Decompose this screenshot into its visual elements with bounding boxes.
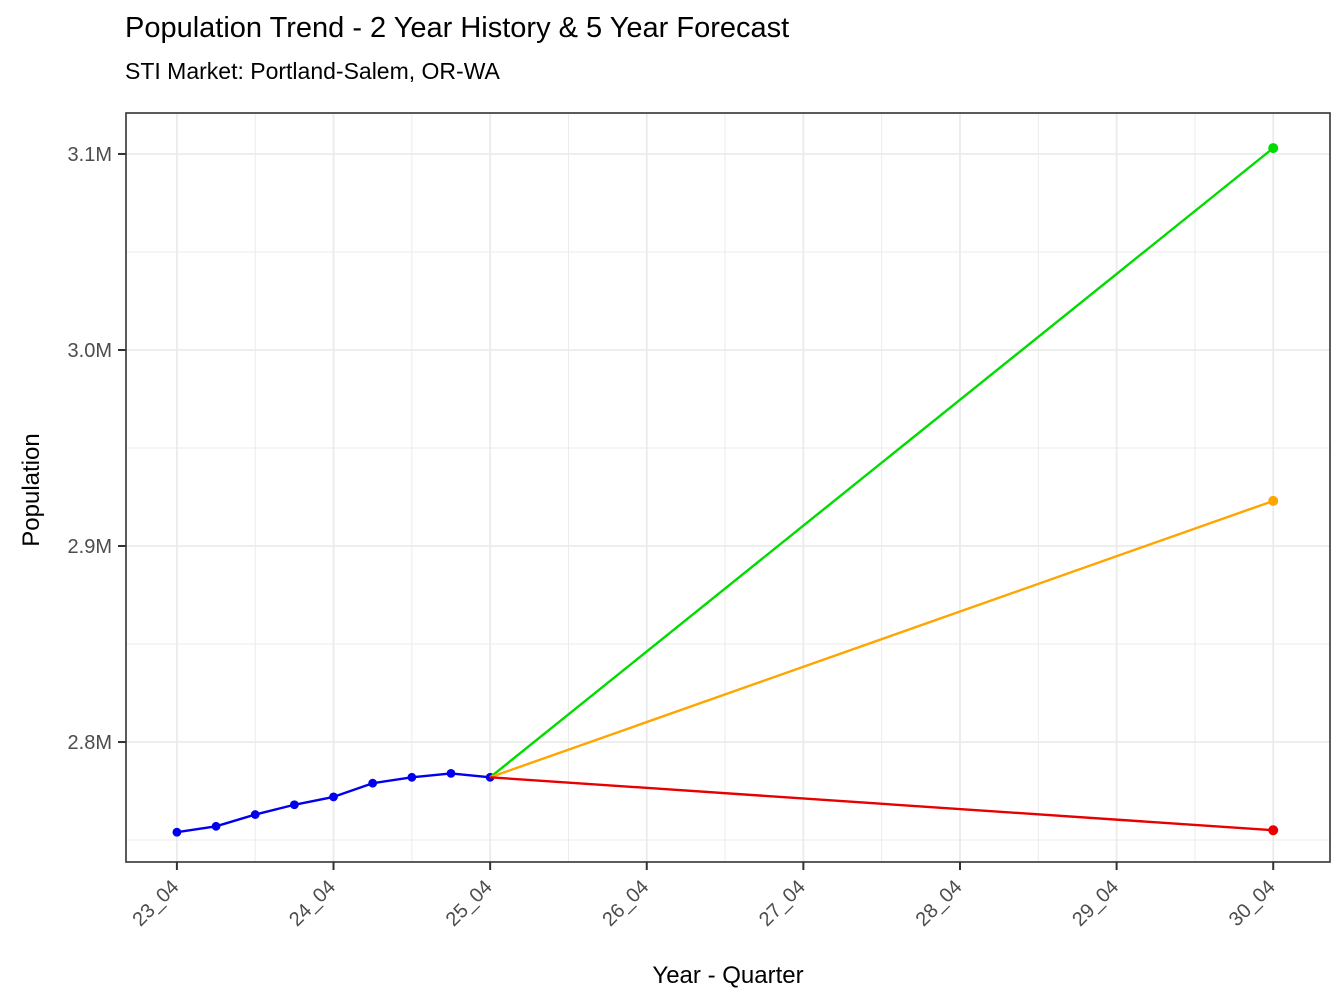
data-point-history bbox=[250, 810, 260, 819]
data-point-forecast-low bbox=[1268, 825, 1279, 836]
data-point-history bbox=[446, 768, 456, 778]
chart-title: Population Trend - 2 Year History & 5 Ye… bbox=[125, 12, 790, 44]
series-line-forecast-high bbox=[489, 147, 1274, 779]
data-point-history bbox=[329, 792, 338, 802]
x-tick-label: 28_04 bbox=[912, 876, 967, 931]
series-line-forecast-low bbox=[490, 776, 1274, 832]
y-tick-label: 2.8M bbox=[68, 732, 112, 754]
data-point-history bbox=[289, 800, 299, 810]
data-point-history bbox=[211, 821, 221, 831]
y-tick-label: 2.9M bbox=[68, 536, 112, 558]
x-tick-label: 23_04 bbox=[129, 876, 184, 931]
x-tick-label: 29_04 bbox=[1068, 876, 1123, 931]
chart-subtitle: STI Market: Portland-Salem, OR-WA bbox=[125, 58, 500, 84]
series-line-forecast-mid bbox=[489, 499, 1274, 779]
y-tick-label: 3.1M bbox=[68, 144, 112, 166]
x-axis-title: Year - Quarter bbox=[652, 962, 804, 989]
data-point-history bbox=[368, 778, 378, 788]
x-tick-label: 26_04 bbox=[598, 876, 653, 931]
data-point-history bbox=[407, 772, 417, 782]
x-tick-label: 24_04 bbox=[285, 876, 340, 931]
data-point-forecast-high bbox=[1268, 143, 1279, 154]
x-tick-label: 27_04 bbox=[755, 876, 810, 931]
y-tick-label: 3.0M bbox=[68, 340, 112, 362]
data-point-forecast-mid bbox=[1268, 495, 1279, 506]
panel-border bbox=[125, 112, 1331, 863]
x-tick-label: 30_04 bbox=[1225, 876, 1280, 931]
data-point-history bbox=[172, 827, 182, 837]
x-tick-label: 25_04 bbox=[442, 876, 497, 931]
